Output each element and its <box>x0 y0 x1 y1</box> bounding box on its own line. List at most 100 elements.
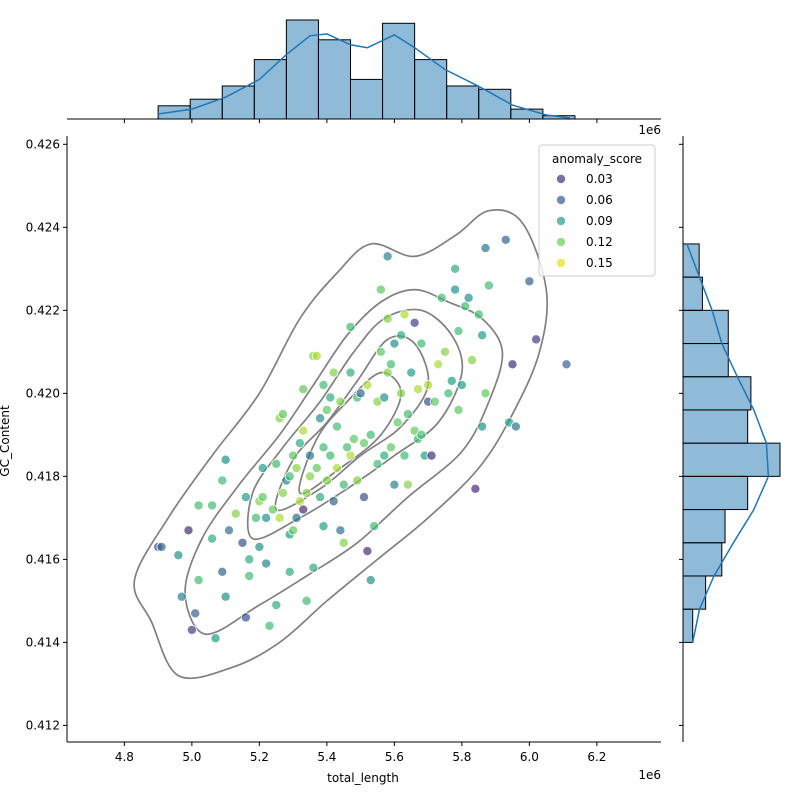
scatter-point <box>311 350 322 361</box>
scatter-point <box>321 475 332 486</box>
y-tick-label: 0.412 <box>26 718 60 732</box>
scatter-point <box>284 471 295 482</box>
scatter-point <box>294 438 305 449</box>
scatter-point <box>220 591 231 602</box>
scatter-point <box>358 492 369 503</box>
y-hist-bar <box>682 309 729 345</box>
scatter-point <box>301 595 312 606</box>
y-hist-bar <box>682 608 694 643</box>
scatter-point <box>426 450 437 461</box>
y-hist-bar <box>682 409 749 444</box>
scatter-point <box>399 309 410 320</box>
scatter-point <box>456 380 467 391</box>
x-offset-label-main: 1e6 <box>638 768 661 782</box>
scatter-point <box>318 442 329 453</box>
scatter-point <box>389 479 400 490</box>
y-hist-bar <box>682 542 723 577</box>
scatter-point <box>288 450 299 461</box>
scatter-point <box>318 521 329 532</box>
scatter-point <box>301 487 312 498</box>
x-hist-bar <box>510 108 544 120</box>
scatter-point <box>348 433 359 444</box>
x-tick-label: 5.2 <box>250 750 269 764</box>
scatter-point <box>466 355 477 366</box>
scatter-point <box>298 384 309 395</box>
scatter-point <box>477 330 488 341</box>
scatter-point <box>446 375 457 386</box>
scatter-point <box>288 525 299 536</box>
scatter-point <box>561 359 572 370</box>
scatter-point <box>470 483 481 494</box>
scatter-point <box>250 512 261 523</box>
scatter-point <box>355 388 366 399</box>
scatter-point <box>402 409 413 420</box>
scatter-point <box>186 624 197 635</box>
scatter-point <box>423 380 434 391</box>
scatter-point <box>304 471 315 482</box>
scatter-point <box>429 396 440 407</box>
y-hist-bar <box>682 243 700 278</box>
scatter-point <box>382 251 393 262</box>
scatter-point <box>342 442 353 453</box>
scatter-point <box>345 367 356 378</box>
x-tick-label: 6.2 <box>587 750 606 764</box>
scatter-point <box>450 263 461 274</box>
scatter-point <box>294 496 305 507</box>
scatter-point <box>240 612 251 623</box>
scatter-point <box>223 525 234 536</box>
x-kde-curve <box>157 33 570 119</box>
scatter-point <box>267 504 278 515</box>
scatter-point <box>524 276 535 287</box>
scatter-point <box>311 463 322 474</box>
scatter-point <box>382 313 393 324</box>
scatter-point <box>173 550 184 561</box>
scatter-point <box>257 492 268 503</box>
scatter-point <box>480 243 491 254</box>
legend-marker <box>556 194 567 205</box>
scatter-point <box>439 346 450 357</box>
y-tick-label: 0.426 <box>26 137 60 151</box>
scatter-point <box>375 346 386 357</box>
scatter-point <box>389 338 400 349</box>
scatter-point <box>500 234 511 245</box>
scatter-point <box>190 608 201 619</box>
scatter-point <box>220 454 231 465</box>
scatter-point <box>318 380 329 391</box>
scatter-point <box>207 533 218 544</box>
scatter-point <box>406 367 417 378</box>
x-tick-label: 5.6 <box>385 750 404 764</box>
scatter-point <box>277 409 288 420</box>
y-tick-label: 0.416 <box>26 552 60 566</box>
scatter-point <box>274 512 285 523</box>
scatter-point <box>331 463 342 474</box>
scatter-point <box>298 425 309 436</box>
x-hist-bar <box>221 85 255 120</box>
kde-contour-line <box>274 335 430 512</box>
scatter-point <box>409 317 420 328</box>
scatter-point <box>375 284 386 295</box>
scatter-point <box>385 359 396 370</box>
scatter-point <box>460 301 471 312</box>
x-tick-label: 6.0 <box>520 750 539 764</box>
scatter-point <box>261 558 272 569</box>
scatter-point <box>193 575 204 586</box>
scatter-point <box>325 392 336 403</box>
scatter-point <box>304 450 315 461</box>
scatter-point <box>477 421 488 432</box>
scatter-point <box>291 512 302 523</box>
scatter-point <box>358 438 369 449</box>
scatter-point <box>193 500 204 511</box>
legend: anomaly_score 0.03 0.06 0.09 0.12 0.15 <box>538 144 656 277</box>
y-tick-label: 0.424 <box>26 220 60 234</box>
scatter-point <box>345 450 356 461</box>
legend-marker <box>556 215 567 226</box>
scatter-point <box>443 388 454 399</box>
x-tick-label: 4.8 <box>115 750 134 764</box>
scatter-point <box>264 620 275 631</box>
scatter-point <box>345 321 356 332</box>
scatter-point <box>396 330 407 341</box>
scatter-point <box>261 512 272 523</box>
scatter-point <box>230 508 241 519</box>
y-tick-label: 0.414 <box>26 635 60 649</box>
